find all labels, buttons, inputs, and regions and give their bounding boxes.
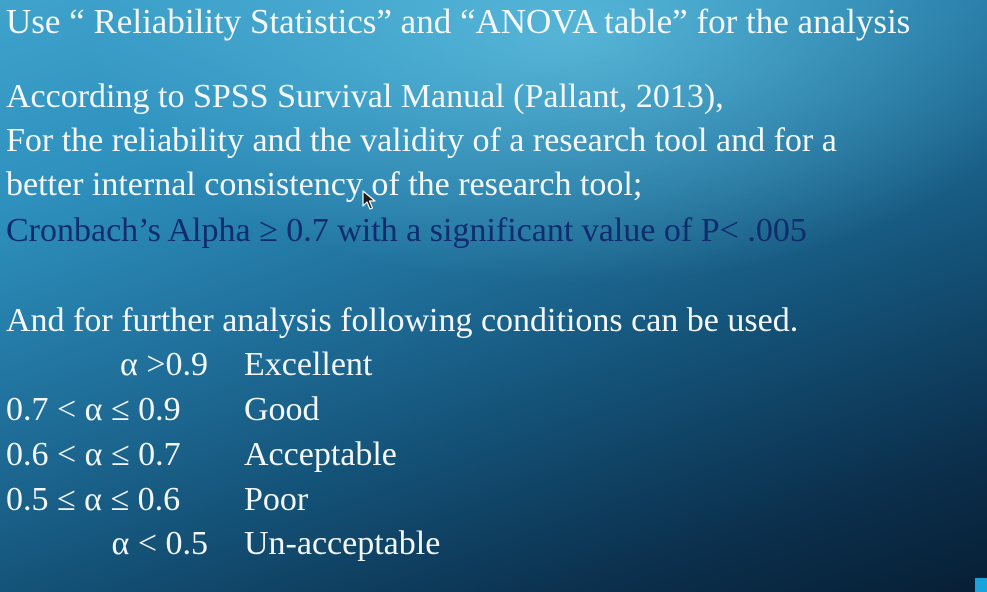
condition-row-excellent: α >0.9 Excellent xyxy=(0,344,700,386)
further-analysis-line: And for further analysis following condi… xyxy=(6,302,799,339)
condition-range: 0.5 ≤ α ≤ 0.6 xyxy=(6,481,181,518)
corner-indicator xyxy=(975,578,987,592)
condition-row-unacceptable: α < 0.5 Un-acceptable xyxy=(0,523,700,565)
condition-range: α >0.9 xyxy=(120,346,208,383)
cronbach-alpha-criterion: Cronbach’s Alpha ≥ 0.7 with a significan… xyxy=(6,212,807,249)
source-citation-line: According to SPSS Survival Manual (Palla… xyxy=(6,78,724,115)
condition-range: 0.7 < α ≤ 0.9 xyxy=(6,391,181,428)
slide-title: Use “ Reliability Statistics” and “ANOVA… xyxy=(6,2,911,41)
condition-range: 0.6 < α ≤ 0.7 xyxy=(6,436,181,473)
condition-label: Excellent xyxy=(244,346,373,383)
condition-row-acceptable: 0.6 < α ≤ 0.7 Acceptable xyxy=(0,434,700,476)
mouse-pointer-icon xyxy=(362,190,376,210)
condition-label: Un-acceptable xyxy=(244,525,441,562)
reliability-text-line: For the reliability and the validity of … xyxy=(6,122,837,159)
condition-range: α < 0.5 xyxy=(111,525,209,562)
condition-label: Good xyxy=(244,391,320,428)
condition-row-poor: 0.5 ≤ α ≤ 0.6 Poor xyxy=(0,479,700,521)
condition-label: Poor xyxy=(244,481,309,518)
condition-row-good: 0.7 < α ≤ 0.9 Good xyxy=(0,389,700,431)
consistency-text-line: better internal consistency of the resea… xyxy=(6,166,643,203)
condition-label: Acceptable xyxy=(244,436,397,473)
